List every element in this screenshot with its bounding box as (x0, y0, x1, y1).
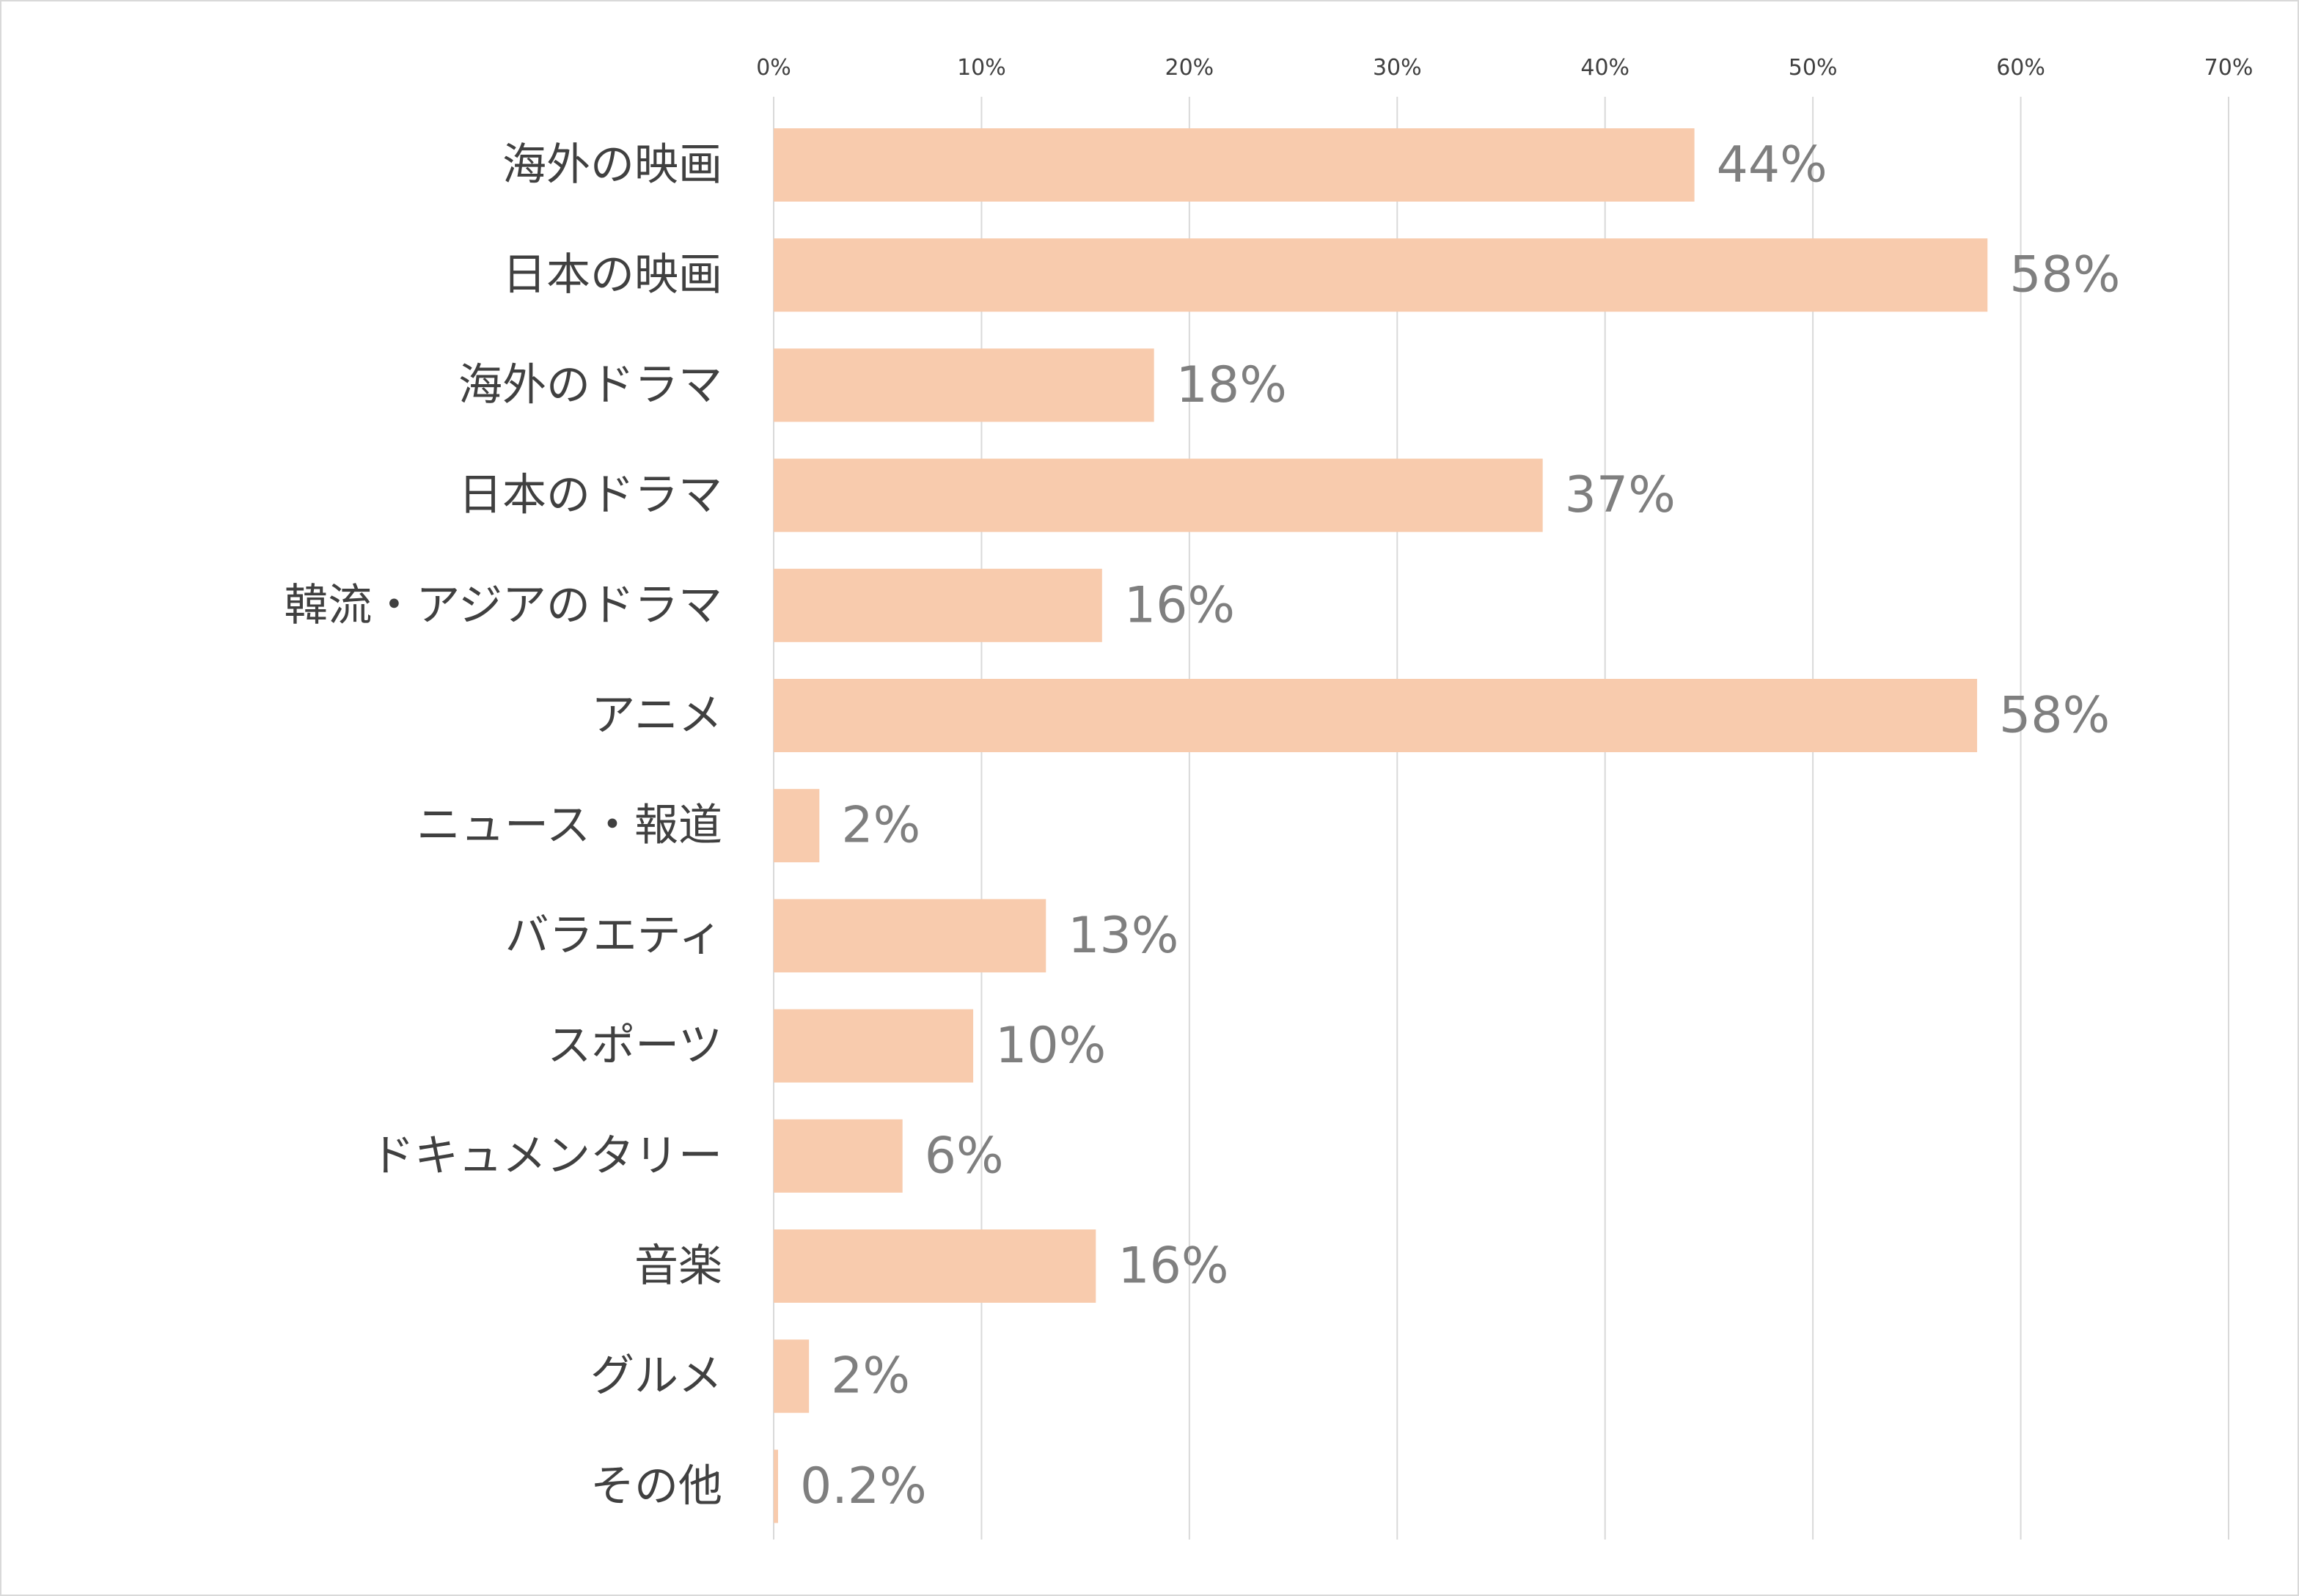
bar (774, 1009, 974, 1083)
bar (774, 1339, 810, 1413)
bar (774, 1449, 778, 1523)
bar (774, 238, 1988, 312)
category-label: スポーツ (547, 1021, 722, 1072)
data-label: 44% (1717, 136, 1827, 194)
bar (774, 1119, 903, 1193)
bar (774, 458, 1543, 532)
category-label: バラエティ (505, 910, 722, 961)
data-label: 13% (1068, 907, 1178, 965)
data-label: 58% (1999, 687, 2110, 745)
category-label: 海外の映画 (502, 139, 722, 191)
category-label: その他 (590, 1460, 722, 1512)
x-tick-label: 50% (1789, 55, 1838, 81)
bar (774, 899, 1046, 973)
category-label: 音楽 (634, 1240, 722, 1292)
data-label: 0.2% (800, 1457, 927, 1515)
x-tick-label: 20% (1165, 55, 1214, 81)
bar (774, 128, 1695, 202)
x-tick-label: 70% (2204, 55, 2254, 81)
category-label: 日本のドラマ (458, 470, 722, 521)
category-label: 海外のドラマ (458, 359, 722, 411)
data-label: 16% (1124, 576, 1235, 634)
category-label: ドキュメンタリー (370, 1130, 722, 1182)
category-label: ニュース・報道 (417, 800, 722, 851)
x-tick-label: 60% (1996, 55, 2045, 81)
gridlines (773, 97, 2229, 1540)
category-label: アニメ (591, 690, 722, 741)
category-label: グルメ (590, 1350, 722, 1402)
bar (774, 348, 1154, 422)
data-labels: 44% 58% 18% 37% 16% 58% 2% 13% 10% 6% 16% 2% 0.2% (800, 136, 2120, 1515)
data-label: 2% (841, 797, 920, 855)
category-label: 韓流・アジアのドラマ (284, 580, 722, 631)
data-label: 58% (2009, 246, 2120, 304)
x-tick-label: 0% (756, 55, 791, 81)
data-label: 16% (1118, 1238, 1228, 1295)
category-label: 日本の映画 (502, 249, 722, 301)
x-axis-ticks: 0% 10% 20% 30% 40% 50% 60% 70% (756, 55, 2253, 81)
x-tick-label: 40% (1580, 55, 1629, 81)
bars (774, 128, 1988, 1523)
category-labels: 海外の映画日本の映画海外のドラマ日本のドラマ韓流・アジアのドラマアニメニュース・… (284, 139, 722, 1512)
x-tick-label: 30% (1373, 55, 1422, 81)
bar (774, 789, 820, 863)
data-label: 18% (1176, 356, 1287, 414)
bar (774, 1229, 1096, 1303)
data-label: 2% (831, 1347, 910, 1405)
x-tick-label: 10% (957, 55, 1006, 81)
bar (774, 679, 1978, 752)
data-label: 10% (995, 1017, 1106, 1075)
data-label: 6% (925, 1127, 1004, 1185)
data-label: 37% (1565, 466, 1676, 524)
bar (774, 568, 1102, 642)
